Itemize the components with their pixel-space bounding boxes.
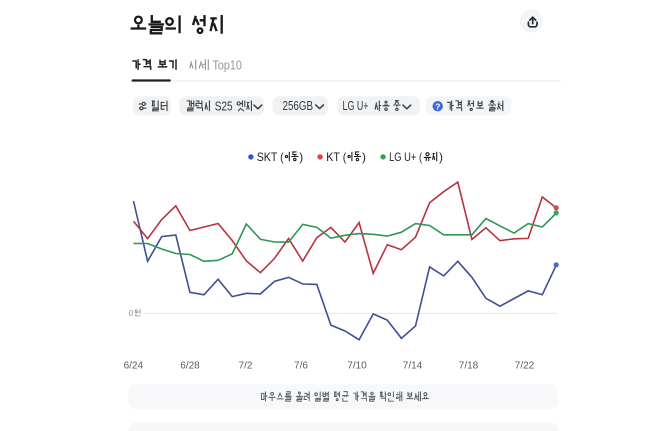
svg-text:6/24: 6/24 [124, 361, 144, 372]
svg-text:7/2: 7/2 [239, 361, 253, 372]
svg-text:256GB: 256GB [283, 99, 314, 113]
svg-text:6/28: 6/28 [180, 361, 200, 372]
svg-text:?: ? [435, 101, 440, 111]
svg-text:S25: S25 [215, 99, 233, 113]
svg-text:): ) [362, 150, 366, 164]
svg-text:LG U+: LG U+ [343, 99, 369, 113]
svg-text:KT (: KT ( [326, 150, 346, 164]
svg-text:7/14: 7/14 [403, 361, 423, 372]
svg-text:7/10: 7/10 [347, 361, 367, 372]
svg-text:0: 0 [129, 308, 134, 318]
svg-text:SKT (: SKT ( [257, 150, 284, 164]
svg-text:): ) [439, 150, 443, 164]
svg-text:): ) [299, 150, 303, 164]
svg-text:7/22: 7/22 [515, 361, 535, 372]
svg-text:7/6: 7/6 [294, 361, 308, 372]
svg-text:Top10: Top10 [213, 57, 242, 72]
svg-text:7/18: 7/18 [459, 361, 479, 372]
svg-text:LG U+ (: LG U+ ( [389, 150, 422, 164]
